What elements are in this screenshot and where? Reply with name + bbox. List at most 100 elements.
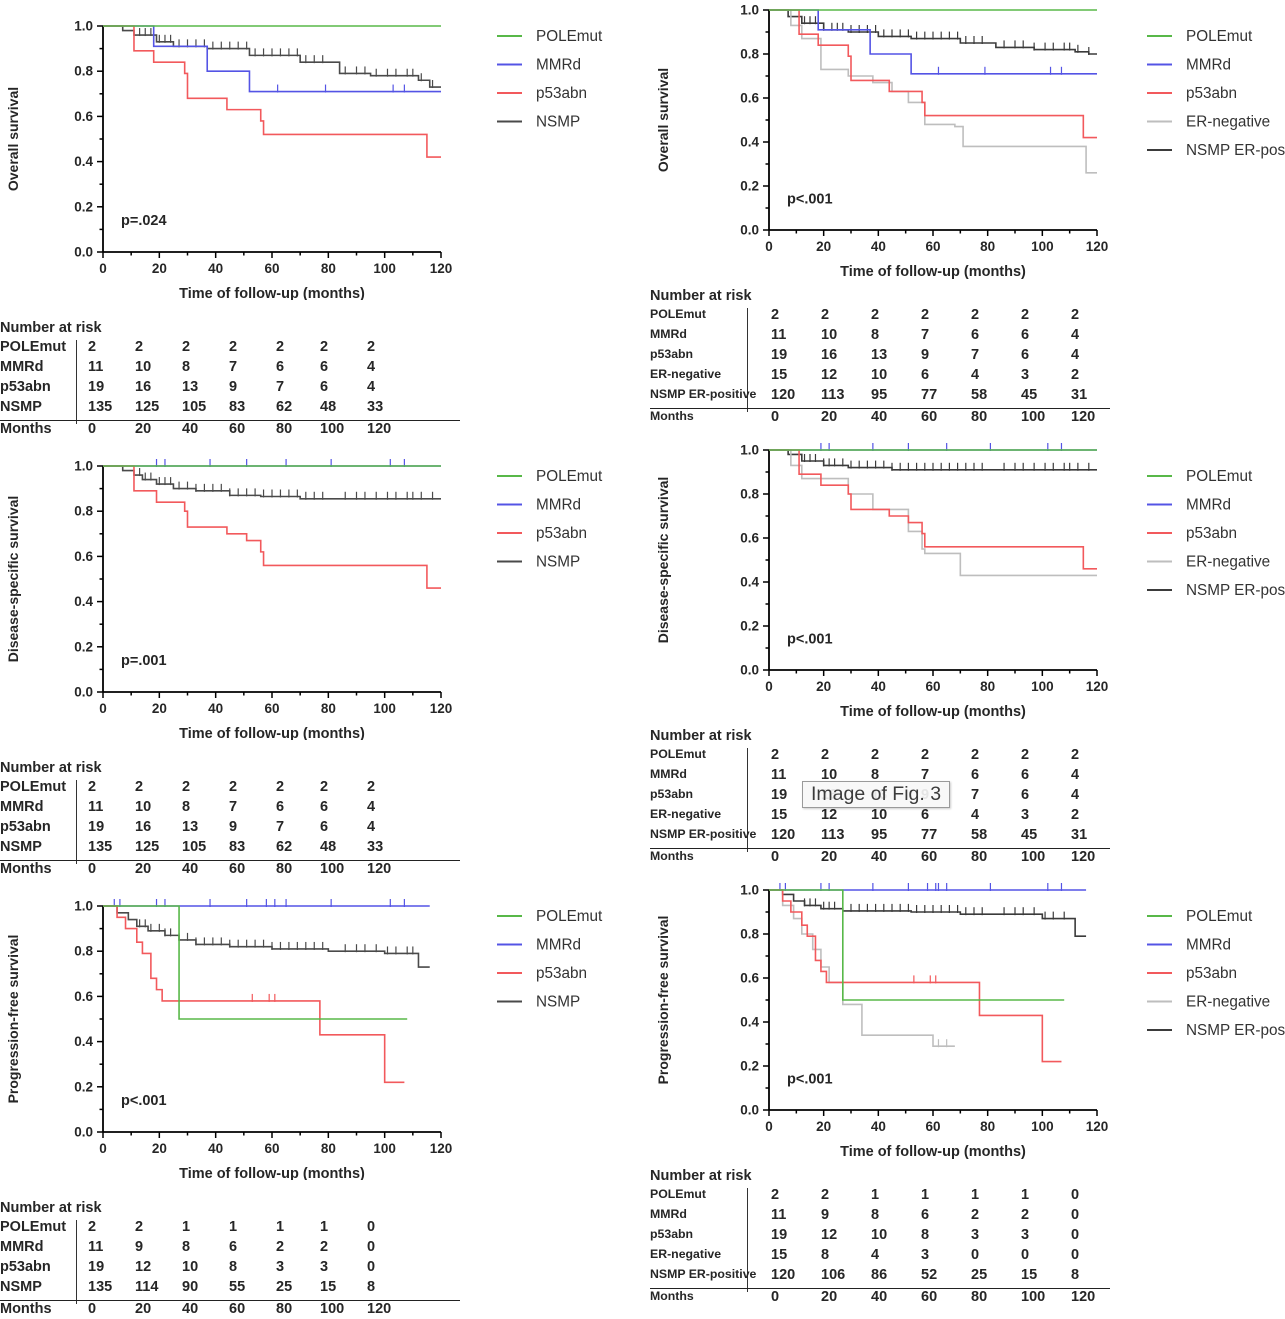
svg-text:0.4: 0.4	[740, 1015, 759, 1030]
svg-text:0: 0	[765, 239, 773, 254]
svg-text:p53abn: p53abn	[1186, 965, 1237, 982]
svg-text:60: 60	[264, 261, 279, 276]
svg-text:0.0: 0.0	[74, 685, 93, 700]
svg-text:0.2: 0.2	[740, 179, 759, 194]
svg-text:1.0: 1.0	[740, 443, 759, 458]
svg-text:p53abn: p53abn	[536, 525, 587, 542]
svg-text:80: 80	[321, 1141, 336, 1156]
svg-text:0.2: 0.2	[74, 1079, 93, 1094]
svg-text:0.4: 0.4	[740, 135, 759, 150]
svg-text:0: 0	[765, 679, 773, 694]
svg-text:1.0: 1.0	[74, 899, 93, 914]
svg-text:20: 20	[816, 679, 831, 694]
svg-text:Disease-specific survival: Disease-specific survival	[655, 477, 671, 644]
svg-text:Overall survival: Overall survival	[655, 68, 671, 172]
svg-text:MMRd: MMRd	[1186, 57, 1231, 74]
svg-text:120: 120	[1086, 1119, 1109, 1134]
svg-text:p53abn: p53abn	[1186, 85, 1237, 102]
svg-text:40: 40	[208, 261, 223, 276]
svg-text:120: 120	[430, 261, 453, 276]
svg-text:Overall survival: Overall survival	[5, 87, 21, 191]
svg-text:POLEmut: POLEmut	[1186, 908, 1253, 925]
svg-text:100: 100	[1031, 679, 1054, 694]
svg-text:0.6: 0.6	[74, 989, 93, 1004]
svg-text:0.8: 0.8	[740, 927, 759, 942]
svg-text:MMRd: MMRd	[536, 937, 581, 954]
svg-text:POLEmut: POLEmut	[1186, 28, 1253, 45]
svg-text:POLEmut: POLEmut	[536, 468, 603, 485]
svg-text:0: 0	[99, 1141, 107, 1156]
svg-text:60: 60	[264, 1141, 279, 1156]
svg-text:0.8: 0.8	[74, 64, 93, 79]
svg-text:ER-negative: ER-negative	[1186, 114, 1270, 131]
svg-text:0.4: 0.4	[74, 594, 93, 609]
svg-text:NSMP ER-positive: NSMP ER-positive	[1186, 582, 1285, 599]
svg-text:60: 60	[925, 679, 940, 694]
svg-text:1.0: 1.0	[740, 883, 759, 898]
svg-text:100: 100	[373, 261, 396, 276]
svg-text:120: 120	[1086, 239, 1109, 254]
svg-text:40: 40	[871, 1119, 886, 1134]
svg-text:0.4: 0.4	[74, 154, 93, 169]
svg-text:40: 40	[871, 239, 886, 254]
svg-text:20: 20	[816, 239, 831, 254]
svg-text:p=.001: p=.001	[121, 653, 167, 669]
svg-text:40: 40	[208, 701, 223, 716]
svg-text:1.0: 1.0	[74, 19, 93, 34]
svg-text:60: 60	[925, 239, 940, 254]
svg-text:Progression-free survival: Progression-free survival	[5, 935, 21, 1104]
svg-text:NSMP ER-positive: NSMP ER-positive	[1186, 142, 1285, 159]
svg-text:40: 40	[871, 679, 886, 694]
svg-text:20: 20	[152, 261, 167, 276]
svg-text:1.0: 1.0	[740, 3, 759, 18]
svg-text:p=.024: p=.024	[121, 213, 167, 229]
svg-text:Time of follow-up (months): Time of follow-up (months)	[179, 726, 365, 740]
svg-text:80: 80	[321, 261, 336, 276]
svg-text:Disease-specific survival: Disease-specific survival	[5, 496, 21, 663]
svg-text:0.2: 0.2	[740, 1059, 759, 1074]
svg-text:100: 100	[373, 701, 396, 716]
svg-text:Time of follow-up (months): Time of follow-up (months)	[840, 264, 1026, 280]
svg-text:p<.001: p<.001	[787, 192, 833, 208]
svg-text:NSMP: NSMP	[536, 994, 580, 1011]
svg-text:0.4: 0.4	[74, 1034, 93, 1049]
svg-text:ER-negative: ER-negative	[1186, 554, 1270, 571]
svg-text:p53abn: p53abn	[536, 965, 587, 982]
svg-text:120: 120	[1086, 679, 1109, 694]
svg-text:p53abn: p53abn	[1186, 525, 1237, 542]
svg-text:NSMP ER-positive: NSMP ER-positive	[1186, 1022, 1285, 1039]
svg-text:0.6: 0.6	[740, 91, 759, 106]
svg-text:1.0: 1.0	[74, 459, 93, 474]
svg-text:Time of follow-up (months): Time of follow-up (months)	[840, 1144, 1026, 1160]
svg-text:POLEmut: POLEmut	[536, 908, 603, 925]
svg-text:0.0: 0.0	[74, 1125, 93, 1140]
svg-text:20: 20	[816, 1119, 831, 1134]
svg-text:MMRd: MMRd	[1186, 497, 1231, 514]
svg-text:MMRd: MMRd	[536, 497, 581, 514]
svg-text:0.6: 0.6	[740, 971, 759, 986]
svg-text:Progression-free survival: Progression-free survival	[655, 916, 671, 1085]
svg-text:p<.001: p<.001	[787, 632, 833, 648]
svg-text:20: 20	[152, 701, 167, 716]
svg-text:0: 0	[765, 1119, 773, 1134]
svg-text:0.6: 0.6	[74, 109, 93, 124]
svg-text:p53abn: p53abn	[536, 85, 587, 102]
svg-text:Time of follow-up (months): Time of follow-up (months)	[840, 704, 1026, 720]
svg-text:100: 100	[1031, 1119, 1054, 1134]
svg-text:0.2: 0.2	[74, 199, 93, 214]
svg-text:p<.001: p<.001	[787, 1072, 833, 1088]
svg-text:0: 0	[99, 701, 107, 716]
svg-text:40: 40	[208, 1141, 223, 1156]
svg-text:0: 0	[99, 261, 107, 276]
svg-text:MMRd: MMRd	[536, 57, 581, 74]
svg-text:80: 80	[980, 239, 995, 254]
svg-text:ER-negative: ER-negative	[1186, 994, 1270, 1011]
svg-text:60: 60	[925, 1119, 940, 1134]
svg-text:Time of follow-up (months): Time of follow-up (months)	[179, 1166, 365, 1180]
svg-text:60: 60	[264, 701, 279, 716]
svg-text:0.2: 0.2	[740, 619, 759, 634]
svg-text:80: 80	[321, 701, 336, 716]
svg-text:POLEmut: POLEmut	[536, 28, 603, 45]
svg-text:0.2: 0.2	[74, 639, 93, 654]
svg-text:0.6: 0.6	[74, 549, 93, 564]
